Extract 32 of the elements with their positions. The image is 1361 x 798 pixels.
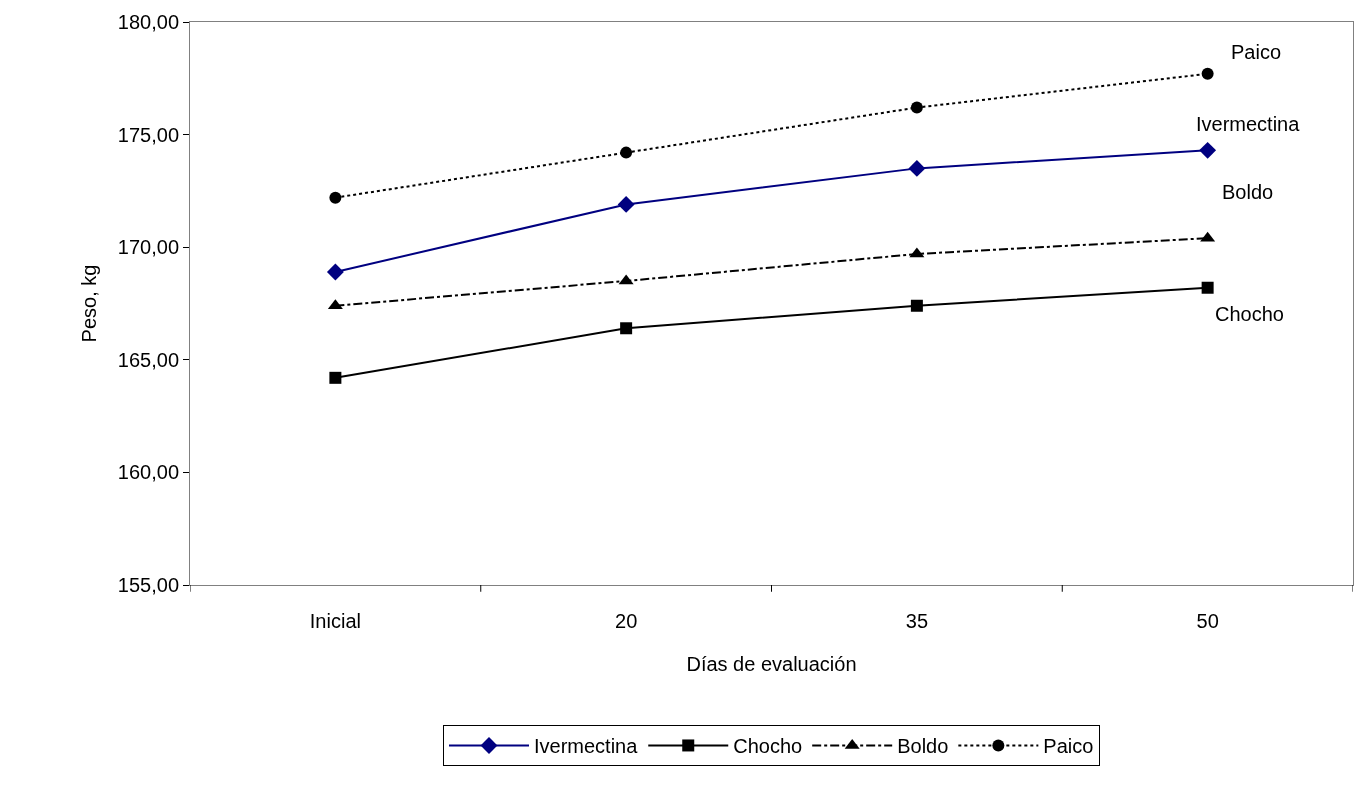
point	[326, 263, 344, 281]
y-tick-label: 175,00	[117, 123, 179, 146]
y-tick-label: 165,00	[117, 348, 179, 371]
point	[910, 101, 923, 114]
y-tick-label: 180,00	[117, 11, 179, 33]
point	[617, 195, 635, 213]
legend-label: Boldo	[897, 735, 949, 758]
point	[329, 371, 342, 384]
y-tick-label: 170,00	[117, 236, 179, 259]
x-tick-label: 35	[905, 610, 929, 632]
point	[910, 299, 923, 312]
point	[1201, 281, 1214, 294]
legend-label: Chocho	[733, 735, 803, 758]
annotation: Chocho	[1215, 303, 1284, 325]
point	[908, 159, 926, 177]
point	[620, 322, 633, 335]
y-tick-label: 160,00	[117, 461, 179, 484]
point	[1199, 141, 1217, 159]
y-tick-label: 155,00	[117, 574, 179, 596]
point	[1201, 67, 1214, 80]
point	[620, 146, 633, 159]
annotation: Boldo	[1222, 181, 1274, 203]
x-tick-label: 50	[1196, 610, 1219, 632]
annotation: Ivermectina	[1196, 113, 1301, 135]
legend-label: Ivermectina	[534, 735, 639, 758]
x-axis-title: Días de evaluación	[686, 652, 857, 675]
x-tick-label: 20	[615, 610, 638, 632]
legend-label: Paico	[1043, 735, 1094, 758]
annotation: Paico	[1231, 41, 1282, 63]
y-axis-title: Peso, kg	[78, 264, 101, 343]
point	[329, 191, 342, 204]
x-tick-label: Inicial	[309, 610, 361, 632]
